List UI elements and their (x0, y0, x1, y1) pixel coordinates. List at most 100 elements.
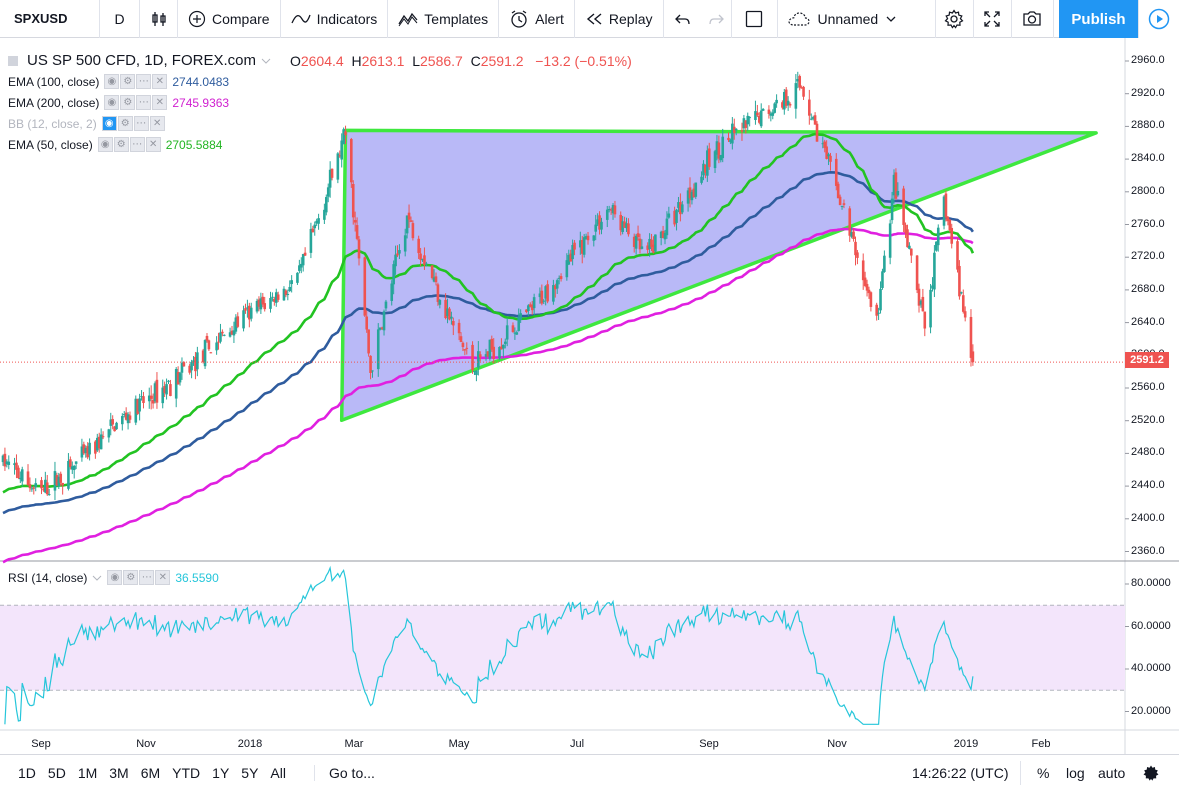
publish-button[interactable]: Publish (1059, 0, 1138, 38)
compare-button[interactable]: Compare (178, 0, 281, 38)
layout-button[interactable] (732, 0, 778, 38)
eye-icon[interactable]: ◉ (101, 116, 117, 131)
rsi-tick-label: 60.0000 (1131, 619, 1171, 632)
candle-body (151, 399, 155, 404)
candle-body (407, 212, 411, 220)
candle-body (128, 415, 132, 420)
candle-body (3, 453, 7, 467)
candle-body (205, 335, 209, 341)
range-ytd[interactable]: YTD (172, 764, 201, 781)
price-chart-svg[interactable] (0, 38, 1179, 754)
candle-body (528, 304, 532, 307)
chart-style-button[interactable] (140, 0, 178, 38)
rsi-band (0, 605, 1125, 691)
indicator-controls[interactable]: ◉ ⚙ ⋯ ✕ (101, 116, 165, 131)
candle-body (517, 317, 521, 331)
eye-icon[interactable]: ◉ (104, 74, 120, 89)
fullscreen-button[interactable] (974, 0, 1012, 38)
eye-icon[interactable]: ◉ (97, 137, 113, 152)
ema100-line (2, 170, 974, 515)
close-icon[interactable]: ✕ (152, 95, 168, 110)
save-layout-button[interactable]: Unnamed (778, 0, 936, 38)
range-1d[interactable]: 1D (18, 764, 36, 781)
alert-button[interactable]: Alert (499, 0, 575, 38)
candle-body (748, 117, 751, 119)
candle-body (405, 215, 409, 234)
gear-icon[interactable]: ⚙ (117, 116, 133, 131)
gear-icon[interactable]: ⚙ (123, 570, 139, 585)
gear-icon[interactable]: ⚙ (113, 137, 129, 152)
chevron-down-icon[interactable] (261, 58, 271, 64)
gear-icon[interactable]: ⚙ (120, 74, 136, 89)
candle-body (274, 292, 278, 303)
chart-area[interactable]: US SP 500 CFD, 1D, FOREX.com O2604.4 H26… (0, 38, 1179, 754)
candle-body (879, 288, 882, 311)
range-5y[interactable]: 5Y (241, 764, 259, 781)
indicator-legend-bb[interactable]: BB (12, close, 2) ◉ ⚙ ⋯ ✕ (8, 116, 165, 131)
candle-body (194, 356, 197, 372)
range-3m[interactable]: 3M (109, 764, 129, 781)
gear-icon[interactable] (1143, 765, 1159, 781)
candle-body (434, 276, 438, 283)
candle-body (57, 476, 61, 487)
series-title[interactable]: US SP 500 CFD, 1D, FOREX.com (27, 52, 256, 69)
play-button[interactable] (1138, 0, 1179, 38)
replay-button[interactable]: Replay (575, 0, 664, 38)
templates-button[interactable]: Templates (388, 0, 500, 38)
settings-button[interactable] (936, 0, 974, 38)
undo-button[interactable] (664, 0, 702, 38)
close-icon[interactable]: ✕ (152, 74, 168, 89)
percent-toggle[interactable]: % (1037, 764, 1050, 781)
candle-body (646, 245, 649, 250)
close-icon[interactable]: ✕ (155, 570, 171, 585)
candle-body (324, 197, 328, 213)
close-icon[interactable]: ✕ (149, 116, 165, 131)
range-1m[interactable]: 1M (77, 764, 98, 781)
interval-button[interactable]: D (100, 0, 140, 38)
candle-body (271, 296, 274, 298)
snapshot-button[interactable] (1012, 0, 1054, 38)
candle-body (70, 466, 74, 470)
candle-body (178, 373, 182, 383)
rsi-name: RSI (14, close) (8, 570, 88, 585)
indicator-controls[interactable]: ◉ ⚙ ⋯ ✕ (107, 570, 171, 585)
candle-body (34, 483, 38, 488)
eye-icon[interactable]: ◉ (107, 570, 123, 585)
range-6m[interactable]: 6M (140, 764, 161, 781)
rsi-legend[interactable]: RSI (14, close) ◉ ⚙ ⋯ ✕ 36.5590 (8, 570, 219, 585)
candle-body (182, 362, 186, 367)
range-1y[interactable]: 1Y (212, 764, 230, 781)
indicator-controls[interactable]: ◉ ⚙ ⋯ ✕ (104, 95, 168, 110)
candle-body (45, 482, 49, 495)
redo-button[interactable] (702, 0, 732, 38)
utc-clock[interactable]: 14:26:22 (UTC) (912, 764, 1009, 781)
more-icon[interactable]: ⋯ (136, 95, 152, 110)
goto-button[interactable]: Go to... (313, 764, 389, 781)
symbol-search[interactable]: SPXUSD (0, 0, 100, 38)
indicator-controls[interactable]: ◉ ⚙ ⋯ ✕ (97, 137, 161, 152)
candle-body (263, 303, 267, 310)
indicator-legend-ema50[interactable]: EMA (50, close) ◉ ⚙ ⋯ ✕ 2705.5884 (8, 137, 222, 152)
candle-body (800, 87, 803, 89)
indicator-legend-ema200[interactable]: EMA (200, close) ◉ ⚙ ⋯ ✕ 2745.9363 (8, 95, 229, 110)
gear-icon[interactable]: ⚙ (120, 95, 136, 110)
indicator-legend-ema100[interactable]: EMA (100, close) ◉ ⚙ ⋯ ✕ 2744.0483 (8, 74, 229, 89)
eye-icon[interactable]: ◉ (104, 95, 120, 110)
candle-body (176, 372, 180, 385)
indicators-button[interactable]: Indicators (281, 0, 389, 38)
auto-toggle[interactable]: auto (1098, 764, 1126, 781)
chevron-down-icon[interactable] (92, 575, 102, 581)
candle-body (823, 141, 827, 148)
more-icon[interactable]: ⋯ (139, 570, 155, 585)
log-toggle[interactable]: log (1066, 764, 1085, 781)
indicator-controls[interactable]: ◉ ⚙ ⋯ ✕ (104, 74, 168, 89)
candle-body (436, 284, 440, 302)
more-icon[interactable]: ⋯ (129, 137, 145, 152)
more-icon[interactable]: ⋯ (136, 74, 152, 89)
candle-body (883, 255, 886, 272)
candle-body (249, 307, 253, 319)
range-all[interactable]: All (270, 764, 286, 781)
more-icon[interactable]: ⋯ (133, 116, 149, 131)
range-5d[interactable]: 5D (47, 764, 66, 781)
close-icon[interactable]: ✕ (145, 137, 161, 152)
